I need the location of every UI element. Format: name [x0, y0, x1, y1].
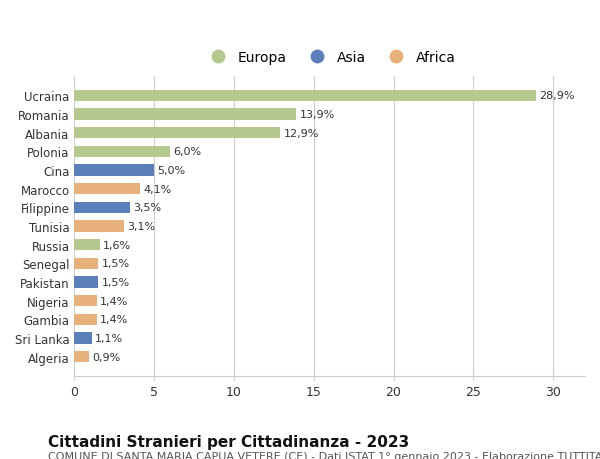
Bar	[74, 240, 100, 251]
Text: 1,5%: 1,5%	[101, 259, 130, 269]
Bar	[74, 202, 130, 213]
Text: 3,1%: 3,1%	[127, 222, 155, 231]
Bar	[74, 128, 280, 139]
Text: 1,4%: 1,4%	[100, 296, 128, 306]
Bar	[74, 277, 98, 288]
Text: 1,1%: 1,1%	[95, 333, 124, 343]
Text: 6,0%: 6,0%	[173, 147, 202, 157]
Bar	[74, 258, 98, 269]
Text: 4,1%: 4,1%	[143, 185, 172, 194]
Bar	[74, 221, 124, 232]
Text: 28,9%: 28,9%	[539, 91, 574, 101]
Text: Cittadini Stranieri per Cittadinanza - 2023: Cittadini Stranieri per Cittadinanza - 2…	[48, 434, 409, 449]
Bar	[74, 333, 92, 344]
Bar	[74, 146, 170, 157]
Text: 12,9%: 12,9%	[283, 129, 319, 138]
Text: COMUNE DI SANTA MARIA CAPUA VETERE (CE) - Dati ISTAT 1° gennaio 2023 - Elaborazi: COMUNE DI SANTA MARIA CAPUA VETERE (CE) …	[48, 451, 600, 459]
Bar	[74, 109, 296, 120]
Bar	[74, 352, 89, 363]
Bar	[74, 90, 536, 102]
Bar	[74, 184, 140, 195]
Bar	[74, 314, 97, 325]
Text: 3,5%: 3,5%	[134, 203, 161, 213]
Text: 13,9%: 13,9%	[299, 110, 335, 120]
Bar	[74, 165, 154, 176]
Text: 1,4%: 1,4%	[100, 315, 128, 325]
Text: 1,6%: 1,6%	[103, 240, 131, 250]
Legend: Europa, Asia, Africa: Europa, Asia, Africa	[199, 45, 461, 70]
Text: 5,0%: 5,0%	[157, 166, 185, 176]
Bar	[74, 296, 97, 307]
Text: 1,5%: 1,5%	[101, 277, 130, 287]
Text: 0,9%: 0,9%	[92, 352, 120, 362]
